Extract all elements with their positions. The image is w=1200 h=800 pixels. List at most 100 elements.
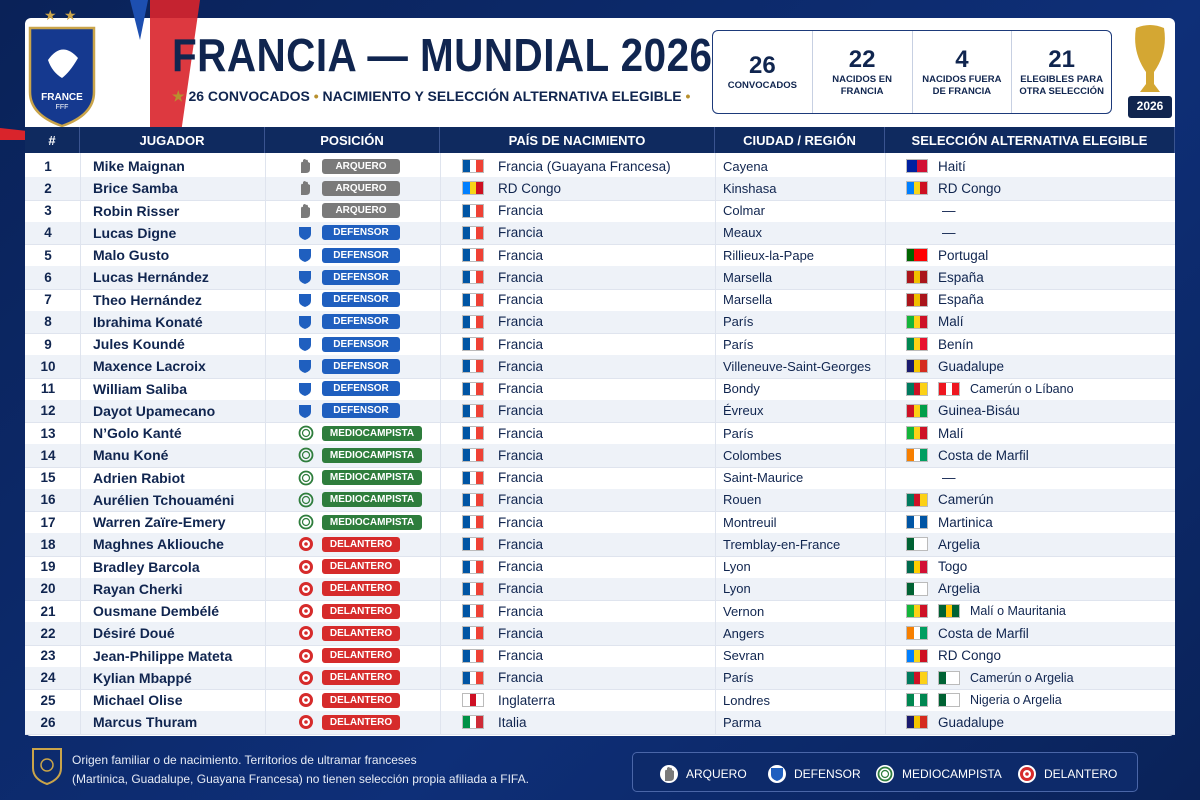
flag [462, 604, 484, 619]
position-badge: ARQUERO [322, 203, 400, 219]
position-badge: DELANTERO [322, 559, 400, 575]
decor: ★ ★ [0, 0, 200, 140]
trophy [1128, 25, 1172, 118]
flag-stripe [907, 293, 914, 306]
flag-stripe [463, 560, 470, 573]
alt-text: Argelia [938, 536, 981, 552]
alt-selection: Portugal [906, 244, 1171, 266]
flag [462, 270, 484, 285]
city: París [723, 336, 754, 352]
row-number: 3 [44, 203, 52, 219]
flag-stripe [907, 404, 914, 417]
alt-selection: España [906, 289, 1171, 311]
birth-country: Francia [462, 533, 712, 555]
player-name: Marcus Thuram [93, 714, 198, 731]
player-name: Lucas Hernández [93, 269, 209, 286]
legend-item: DELANTERO [1018, 765, 1117, 783]
row-number: 25 [40, 692, 56, 708]
flag-stripe [463, 671, 470, 684]
flag-stripe [913, 449, 921, 462]
stat: 21 ELEGIBLES PARA OTRA SELECCIÓN [1012, 31, 1111, 113]
flag-stripe [463, 293, 470, 306]
birth-country: Francia [462, 289, 712, 311]
position-badge: DEFENSOR [322, 314, 400, 330]
flag-stripe [945, 694, 953, 707]
city: Sevran [723, 648, 765, 664]
flag-stripe [920, 404, 928, 417]
city: Cayena [723, 158, 768, 174]
flag [906, 648, 928, 663]
flag-stripe [469, 671, 477, 684]
flag [462, 559, 484, 574]
column-divider [440, 153, 441, 734]
flag-stripe [945, 605, 953, 618]
position-badge: DELANTERO [322, 714, 400, 730]
flag-stripe [463, 605, 470, 618]
flag-stripe [476, 694, 484, 707]
flag-stripe [469, 627, 477, 640]
flag [462, 337, 484, 352]
flag [906, 270, 928, 285]
flag-stripe [463, 338, 470, 351]
flag-stripe [463, 360, 470, 373]
alt-text: Guadalupe [938, 714, 1005, 730]
player-name: Theo Hernández [93, 291, 202, 308]
flag [938, 381, 960, 396]
position-icon [298, 536, 322, 552]
column-divider [715, 153, 716, 734]
flag [462, 470, 484, 485]
flag-stripe [476, 716, 484, 729]
flag [906, 181, 928, 196]
player-name: Ousmane Dembélé [93, 603, 220, 620]
alt-text: España [938, 269, 984, 285]
birth-country: Francia [462, 511, 712, 533]
position: DELANTERO [298, 689, 438, 711]
row-line [25, 333, 1175, 334]
flag-stripe [469, 160, 477, 173]
flag-stripe [913, 338, 921, 351]
note-line: (Martinica, Guadalupe, Guayana Francesa)… [72, 772, 529, 786]
flag-stripe [469, 471, 477, 484]
alt-selection: — [906, 222, 1171, 244]
flag-stripe [476, 627, 484, 640]
flag [462, 537, 484, 552]
birth-country: Francia [462, 311, 712, 333]
alt-selection: Guadalupe [906, 711, 1171, 733]
row-bg [25, 577, 1175, 600]
flag-stripe [476, 360, 484, 373]
flag-stripe [469, 694, 477, 707]
row-number: 7 [44, 292, 52, 308]
birth-text: Francia [498, 447, 544, 463]
birth-country: Francia [462, 266, 712, 288]
position: DELANTERO [298, 645, 438, 667]
row-line [25, 288, 1175, 290]
position-icon [298, 158, 322, 174]
flag-stripe [920, 538, 928, 551]
legend-item: MEDIOCAMPISTA [876, 765, 1002, 783]
row-number: 19 [40, 559, 56, 575]
flag [906, 581, 928, 596]
position-badge: DEFENSOR [322, 225, 400, 241]
flag-stripe [469, 293, 477, 306]
position-icon [298, 625, 322, 641]
flag [462, 715, 484, 730]
logo-sub: FFF [55, 104, 69, 111]
position-badge: DELANTERO [322, 603, 400, 619]
flag-stripe [469, 493, 477, 506]
position-badge: ARQUERO [322, 158, 400, 174]
city: Vernon [723, 603, 765, 619]
row-number: 23 [40, 648, 56, 664]
row-line [25, 244, 1175, 245]
flag [462, 426, 484, 441]
position: ARQUERO [298, 177, 438, 199]
row-bg [25, 399, 1175, 422]
flag [906, 559, 928, 574]
flag-stripe [463, 182, 470, 195]
flag [462, 581, 484, 596]
alt-selection: Benín [906, 333, 1171, 355]
flag-stripe [907, 671, 914, 684]
birth-text: Francia [498, 225, 544, 241]
flag-stripe [920, 493, 928, 506]
player-name: William Saliba [93, 380, 188, 397]
flag-stripe [463, 516, 470, 529]
